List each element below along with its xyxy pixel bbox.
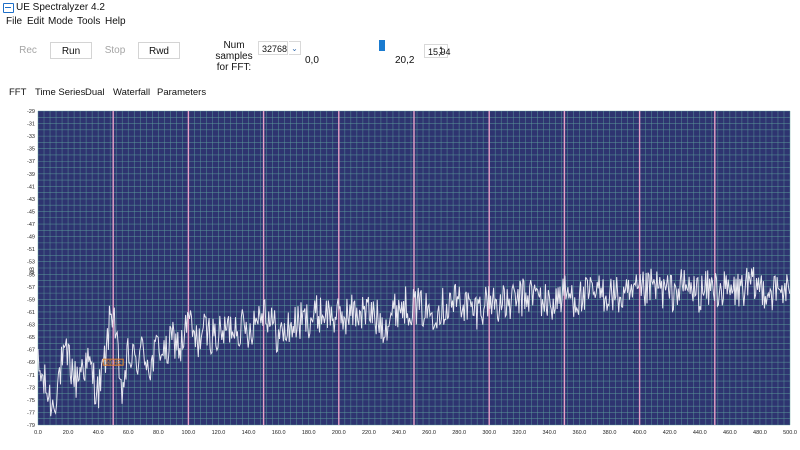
x-tick-label: 20.0 <box>63 430 74 436</box>
spinner-arrows-icon[interactable]: ▲ ▼ <box>438 45 444 57</box>
y-tick-label: -31 <box>27 122 35 128</box>
tab-time-series[interactable]: Time Series <box>35 87 86 98</box>
y-tick-label: -53 <box>27 260 35 266</box>
y-tick-label: -51 <box>27 247 35 253</box>
y-tick-label: -39 <box>27 172 35 178</box>
y-tick-label: -43 <box>27 197 35 203</box>
tab-dual[interactable]: Dual <box>85 87 105 98</box>
x-tick-label: 40.0 <box>93 430 104 436</box>
x-tick-label: 380.0 <box>603 430 617 436</box>
x-tick-label: 220.0 <box>362 430 376 436</box>
x-tick-label: 500.0 <box>783 430 797 436</box>
x-tick-label: 480.0 <box>753 430 767 436</box>
num-samples-label: Num samples for FFT: <box>215 40 253 73</box>
y-tick-label: -73 <box>27 385 35 391</box>
x-tick-label: 160.0 <box>272 430 286 436</box>
fft-trace-line <box>37 266 791 417</box>
y-tick-label: -45 <box>27 209 35 215</box>
x-tick-label: 280.0 <box>452 430 466 436</box>
x-tick-label: 60.0 <box>123 430 134 436</box>
frequency-marker <box>102 358 124 366</box>
y-tick-label: -33 <box>27 134 35 140</box>
rwd-button[interactable]: Rwd <box>138 42 180 59</box>
tab-fft[interactable]: FFT <box>9 87 27 98</box>
y-tick-label: -47 <box>27 222 35 228</box>
x-tick-label: 100.0 <box>182 430 196 436</box>
y-tick-label: -65 <box>27 335 35 341</box>
x-tick-label: 140.0 <box>242 430 256 436</box>
x-tick-label: 460.0 <box>723 430 737 436</box>
x-tick-label: 340.0 <box>542 430 556 436</box>
menu-mode[interactable]: Mode <box>48 16 74 27</box>
menu-bar: File Edit Mode Tools Help <box>0 15 800 29</box>
y-tick-label: -61 <box>27 310 35 316</box>
x-tick-label: 180.0 <box>302 430 316 436</box>
rec-button[interactable]: Rec <box>19 45 37 56</box>
toolbar <box>0 29 800 79</box>
y-tick-label: -55 <box>27 272 35 278</box>
stop-button[interactable]: Stop <box>104 45 126 56</box>
x-tick-label: 320.0 <box>512 430 526 436</box>
app-icon <box>3 3 14 13</box>
y-tick-label: -67 <box>27 348 35 354</box>
y-tick-label: -79 <box>27 423 35 429</box>
range-slider-handle[interactable] <box>379 40 385 51</box>
range-min-value: 0,0 <box>305 55 319 66</box>
x-tick-label: 420.0 <box>663 430 677 436</box>
tab-waterfall[interactable]: Waterfall <box>113 87 151 98</box>
y-tick-label: -37 <box>27 159 35 165</box>
fft-plot[interactable]: 50 Hz -29 -31 -33 -35 -37 -39 -41 -43 -45 -47 -49 -5… <box>0 103 800 447</box>
y-tick-label: -41 <box>27 184 35 190</box>
y-tick-label: -63 <box>27 323 35 329</box>
num-samples-select[interactable]: 32768 <box>258 41 288 55</box>
view-tabs: FFT Time Series Dual Waterfall Parameter… <box>0 84 800 100</box>
spin-value-input[interactable]: 15,94 <box>424 44 451 58</box>
window-title: UE Spectralyzer 4.2 <box>16 2 105 13</box>
tab-parameters[interactable]: Parameters <box>157 87 207 98</box>
x-tick-label: 120.0 <box>212 430 226 436</box>
menu-help[interactable]: Help <box>105 16 126 27</box>
chevron-down-icon[interactable]: ⌄ <box>289 41 301 55</box>
menu-tools[interactable]: Tools <box>77 16 101 27</box>
fft-plot-svg: 50 Hz -29 -31 -33 -35 -37 -39 -41 -43 -45 -47 -49 -5… <box>27 109 797 436</box>
x-tick-label: 440.0 <box>693 430 707 436</box>
x-tick-label: 240.0 <box>392 430 406 436</box>
y-axis-label: dB <box>30 267 36 274</box>
y-tick-label: -69 <box>27 360 35 366</box>
y-tick-label: -77 <box>27 410 35 416</box>
y-tick-label: -49 <box>27 235 35 241</box>
title-bar: UE Spectralyzer 4.2 <box>0 0 800 15</box>
menu-file[interactable]: File <box>6 16 23 27</box>
x-tick-label: 200.0 <box>332 430 346 436</box>
frequency-marker-label: 50 Hz <box>105 361 121 367</box>
menu-edit[interactable]: Edit <box>27 16 45 27</box>
x-tick-label: 80.0 <box>153 430 164 436</box>
y-tick-label: -71 <box>27 373 35 379</box>
y-tick-label: -29 <box>27 109 35 115</box>
y-tick-label: -59 <box>27 297 35 303</box>
x-tick-label: 0.0 <box>34 430 42 436</box>
x-tick-label: 400.0 <box>633 430 647 436</box>
run-button[interactable]: Run <box>50 42 92 59</box>
x-tick-label: 300.0 <box>482 430 496 436</box>
y-tick-label: -35 <box>27 147 35 153</box>
y-tick-label: -57 <box>27 285 35 291</box>
x-tick-label: 360.0 <box>573 430 587 436</box>
y-tick-label: -75 <box>27 398 35 404</box>
x-tick-label: 260.0 <box>422 430 436 436</box>
range-max-value: 20,2 <box>395 55 415 66</box>
